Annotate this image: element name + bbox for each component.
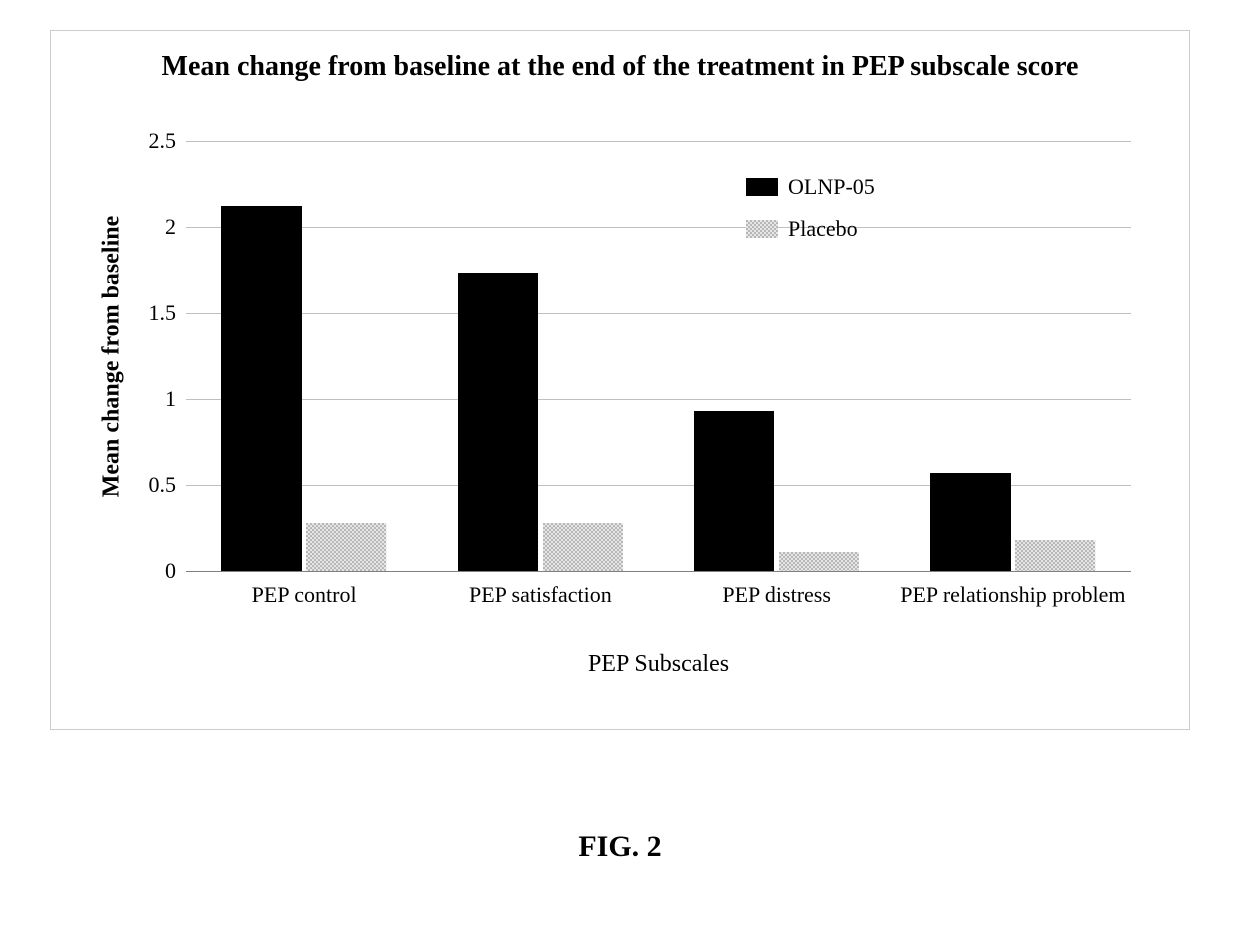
legend-item: Placebo <box>746 208 875 250</box>
bar-olnp-05 <box>694 411 774 571</box>
figure-caption: FIG. 2 <box>0 830 1240 864</box>
gridline <box>186 141 1131 142</box>
bar-olnp-05 <box>458 273 538 571</box>
y-tick-label: 0.5 <box>126 472 176 498</box>
category-label: PEP distress <box>662 581 892 609</box>
y-tick-label: 2.5 <box>126 128 176 154</box>
category-label: PEP relationship problem <box>898 581 1128 609</box>
bar-olnp-05 <box>930 473 1010 571</box>
gridline <box>186 399 1131 400</box>
gridline <box>186 313 1131 314</box>
legend: OLNP-05Placebo <box>746 166 875 250</box>
chart-title: Mean change from baseline at the end of … <box>51 31 1189 90</box>
legend-swatch <box>746 178 778 196</box>
bar-placebo <box>779 552 859 571</box>
legend-swatch <box>746 220 778 238</box>
gridline <box>186 227 1131 228</box>
category-label: PEP control <box>189 581 419 609</box>
y-axis-title-text: Mean change from baseline <box>99 215 126 497</box>
bar-olnp-05 <box>221 206 301 571</box>
y-axis-title: Mean change from baseline <box>97 141 127 571</box>
y-tick-label: 1.5 <box>126 300 176 326</box>
category-label: PEP satisfaction <box>425 581 655 609</box>
legend-label: OLNP-05 <box>788 166 875 208</box>
bar-placebo <box>543 523 623 571</box>
gridline <box>186 571 1131 572</box>
y-tick-label: 0 <box>126 558 176 584</box>
y-tick-label: 2 <box>126 214 176 240</box>
bar-placebo <box>1015 540 1095 571</box>
y-tick-label: 1 <box>126 386 176 412</box>
legend-label: Placebo <box>788 208 858 250</box>
bar-placebo <box>306 523 386 571</box>
x-axis-title: PEP Subscales <box>186 651 1131 678</box>
plot-area: PEP Subscales 00.511.522.5PEP controlPEP… <box>186 141 1131 571</box>
chart-card: Mean change from baseline at the end of … <box>50 30 1190 730</box>
legend-item: OLNP-05 <box>746 166 875 208</box>
